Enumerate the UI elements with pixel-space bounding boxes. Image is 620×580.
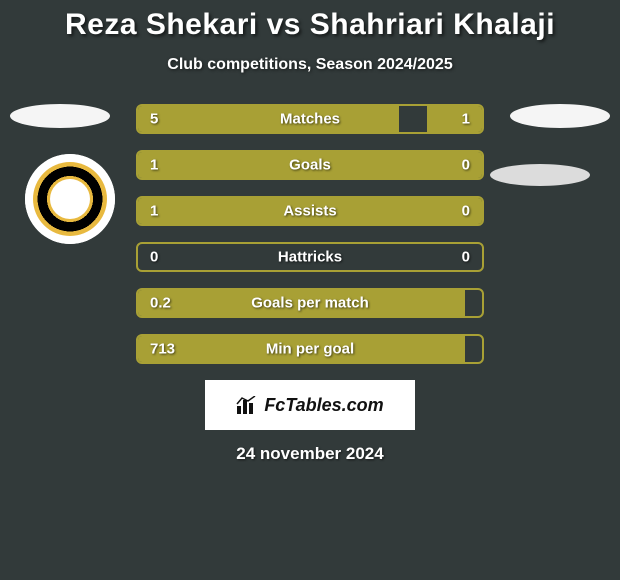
bar-chart-icon [236,396,258,414]
content-area: 5 1 Matches 1 0 Goals 1 0 Assists 0 0 Hattricks 0.2 G… [0,104,620,364]
stat-label: Goals [289,157,331,174]
stat-row: 1 0 Assists [136,196,484,226]
stat-label: Min per goal [266,341,354,358]
stat-label: Goals per match [251,295,369,312]
stat-value-left: 5 [150,111,158,128]
stat-value-right: 0 [462,157,470,174]
stat-value-right: 0 [462,249,470,266]
stat-row: 0 0 Hattricks [136,242,484,272]
comparison-infographic: Reza Shekari vs Shahriari Khalaji Club c… [0,0,620,580]
stat-value-left: 1 [150,203,158,220]
stat-value-left: 0 [150,249,158,266]
stat-label: Assists [283,203,336,220]
branding-text: FcTables.com [264,395,383,416]
stat-value-left: 713 [150,341,175,358]
stat-label: Matches [280,111,340,128]
stat-value-left: 1 [150,157,158,174]
bar-right-fill [427,106,482,132]
stat-row: 1 0 Goals [136,150,484,180]
branding-box: FcTables.com [205,380,415,430]
stat-row: 0.2 Goals per match [136,288,484,318]
club-logo-left [25,154,115,244]
player-left-avatar [10,104,110,128]
stat-value-right: 1 [462,111,470,128]
bar-left-fill [138,106,399,132]
stat-label: Hattricks [278,249,342,266]
stat-row: 713 Min per goal [136,334,484,364]
footer-date: 24 november 2024 [0,444,620,464]
stat-value-left: 0.2 [150,295,171,312]
page-title: Reza Shekari vs Shahriari Khalaji [0,0,620,42]
player-right-avatar [510,104,610,128]
stat-bars: 5 1 Matches 1 0 Goals 1 0 Assists 0 0 Hattricks 0.2 G… [136,104,484,364]
stat-row: 5 1 Matches [136,104,484,134]
stat-value-right: 0 [462,203,470,220]
page-subtitle: Club competitions, Season 2024/2025 [0,56,620,74]
club-logo-right [490,164,590,186]
